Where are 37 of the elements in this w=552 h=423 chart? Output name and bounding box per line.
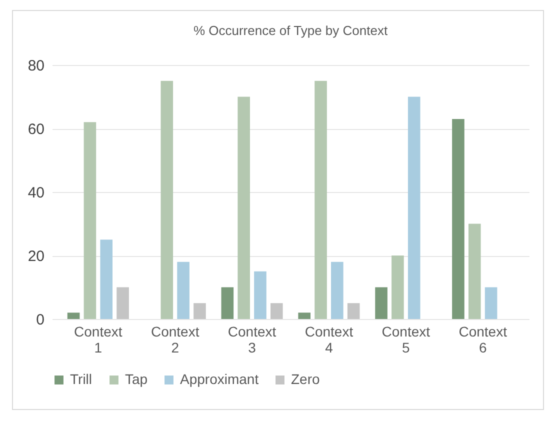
bar [221,287,234,319]
bar [408,96,420,319]
bar [67,312,80,319]
y-tick-label: 80 [28,58,44,74]
x-tick-label: Context 6 [458,324,508,356]
bar [392,256,404,319]
bar [116,287,129,319]
chart-title: % Occurrence of Type by Context [193,23,388,38]
bar [452,118,464,319]
x-tick-label: Context 4 [304,324,354,356]
bar [314,80,327,319]
x-tick-label: Context 1 [74,324,122,356]
y-tick-label: 60 [28,121,44,138]
bar [238,96,250,319]
legend-label: Tap [125,371,148,387]
bar [177,262,190,319]
legend-label: Approximant [180,371,259,387]
y-tick-label: 0 [36,312,44,328]
bar [484,287,498,319]
bar [347,303,360,319]
x-tick-label: Context 5 [382,324,430,356]
x-tick-label: Context 2 [150,324,200,356]
x-tick-label: Context 3 [228,324,276,356]
legend-label: Trill [70,371,92,387]
legend-label: Zero [291,371,320,387]
bar [160,80,174,319]
bar [194,303,206,319]
bar [298,312,311,319]
y-tick-label: 40 [28,184,44,202]
bar [254,271,266,319]
bar [100,240,113,319]
bar [270,303,283,319]
y-tick-label: 20 [28,248,44,265]
bar [375,287,388,319]
bar [468,224,481,319]
bar [331,262,344,319]
bar [84,122,96,319]
